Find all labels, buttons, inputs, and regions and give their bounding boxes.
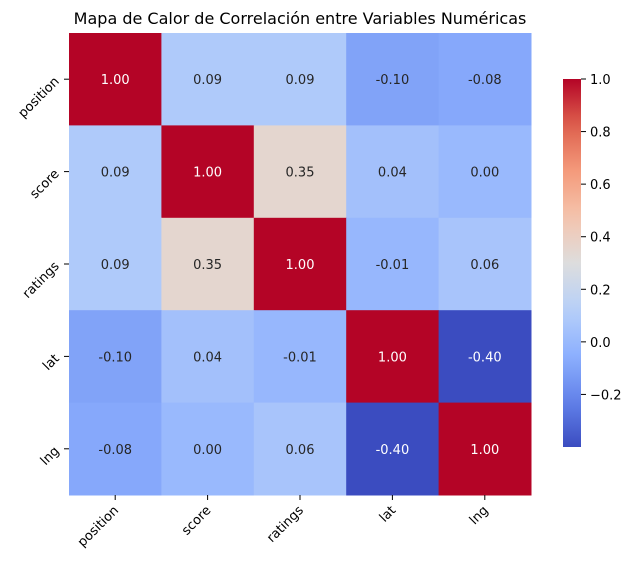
heatmap-cell	[253, 402, 347, 496]
y-tick-label: lat	[40, 351, 62, 373]
heatmap-cell	[161, 33, 255, 126]
heatmap-cell	[253, 217, 347, 311]
cell-value-label: 0.00	[193, 443, 222, 458]
heatmap-cell	[161, 125, 255, 219]
cell-value-label: 1.00	[378, 350, 407, 365]
y-tick-label: score	[27, 167, 62, 202]
cell-value-label: 0.04	[193, 350, 222, 365]
colorbar-tick-label: 0.6	[590, 178, 611, 193]
heatmap-cell	[438, 125, 532, 219]
heatmap-cell	[253, 310, 347, 404]
heatmap-cell	[69, 33, 162, 126]
colorbar-tick-label: 0.4	[590, 231, 611, 246]
cell-value-label: -0.40	[468, 350, 502, 365]
colorbar: −0.2 0.0 0.2 0.4 0.6 0.8 1.0	[563, 73, 622, 447]
heatmap-cell	[69, 125, 162, 219]
x-tick-label: score	[179, 503, 214, 538]
cell-value-label: -0.10	[376, 73, 410, 88]
colorbar-tick-label: 0.0	[590, 336, 611, 351]
y-tick-label: ratings	[20, 259, 63, 302]
cell-value-label: 0.04	[378, 166, 407, 181]
heatmap-cell	[438, 217, 532, 311]
chart-title: Mapa de Calor de Correlación entre Varia…	[74, 9, 527, 28]
cell-value-label: -0.10	[98, 350, 132, 365]
x-tick-label: position	[75, 503, 122, 550]
cell-value-label: 0.09	[101, 258, 130, 273]
cell-value-label: 0.06	[470, 258, 499, 273]
x-tick-label: lng	[467, 503, 492, 528]
cell-value-label: 1.00	[101, 73, 130, 88]
cell-value-label: 0.09	[193, 73, 222, 88]
heatmap-cell	[438, 310, 532, 404]
heatmap-cell	[253, 33, 347, 126]
cell-value-label: 1.00	[470, 443, 499, 458]
cell-value-label: -0.08	[98, 443, 132, 458]
heatmap-cell	[346, 33, 440, 126]
y-axis-tick-labels: position score ratings lat lng	[16, 74, 69, 469]
x-tick-label: ratings	[264, 503, 307, 546]
cell-value-label: 1.00	[193, 166, 222, 181]
cell-value-label: 0.35	[286, 166, 315, 181]
cell-value-label: 0.09	[286, 73, 315, 88]
heatmap-cell	[346, 310, 440, 404]
colorbar-gradient	[563, 79, 581, 447]
cell-value-label: 0.00	[470, 166, 499, 181]
cell-value-label: -0.01	[376, 258, 410, 273]
heatmap-cell	[161, 402, 255, 496]
x-axis-tick-labels: position score ratings lat lng	[75, 495, 492, 550]
heatmap-cell	[346, 402, 440, 496]
colorbar-tick-label: 1.0	[590, 73, 611, 88]
heatmap-cell	[69, 217, 162, 311]
heatmap-cell	[346, 217, 440, 311]
heatmap-cell	[346, 125, 440, 219]
x-tick-label: lat	[377, 503, 399, 525]
heatmap-cell	[69, 402, 162, 496]
colorbar-tick-label: −0.2	[590, 388, 622, 403]
colorbar-tick-label: 0.2	[590, 283, 611, 298]
cell-value-label: 1.00	[286, 258, 315, 273]
heatmap-cell	[253, 125, 347, 219]
heatmap-cells: 1.00 0.09 0.09 -0.10 -0.08 0.09 1.00 0.35 0.04 0.…	[69, 33, 532, 496]
cell-value-label: -0.08	[468, 73, 502, 88]
y-tick-label: lng	[38, 444, 63, 469]
heatmap-cell	[161, 310, 255, 404]
cell-value-label: -0.01	[283, 350, 317, 365]
heatmap-cell	[438, 402, 532, 496]
heatmap-cell	[69, 310, 162, 404]
heatmap-cell	[438, 33, 532, 126]
cell-value-label: -0.40	[376, 443, 410, 458]
cell-value-label: 0.09	[101, 166, 130, 181]
heatmap-cell	[161, 217, 255, 311]
cell-value-label: 0.35	[193, 258, 222, 273]
y-tick-label: position	[16, 74, 63, 121]
cell-value-label: 0.06	[286, 443, 315, 458]
colorbar-tick-label: 0.8	[590, 126, 611, 141]
